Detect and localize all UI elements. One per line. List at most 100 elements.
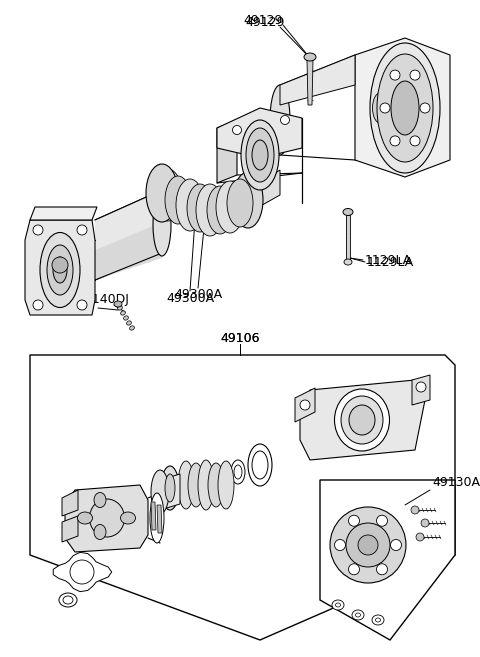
Circle shape xyxy=(411,506,419,514)
Text: 1140DJ: 1140DJ xyxy=(50,298,95,311)
Ellipse shape xyxy=(270,85,290,155)
Ellipse shape xyxy=(178,461,194,509)
Circle shape xyxy=(33,300,43,310)
Ellipse shape xyxy=(150,493,164,543)
Circle shape xyxy=(390,136,400,146)
Polygon shape xyxy=(65,485,148,552)
Ellipse shape xyxy=(120,512,135,524)
Ellipse shape xyxy=(187,184,213,232)
Circle shape xyxy=(410,70,420,80)
Polygon shape xyxy=(95,190,162,250)
Ellipse shape xyxy=(118,306,122,310)
Ellipse shape xyxy=(343,208,353,215)
Circle shape xyxy=(70,560,94,584)
Ellipse shape xyxy=(332,600,344,610)
Circle shape xyxy=(421,519,429,527)
Ellipse shape xyxy=(248,444,272,486)
Text: 49300A: 49300A xyxy=(174,288,222,302)
Circle shape xyxy=(52,257,68,273)
Ellipse shape xyxy=(336,603,340,607)
Polygon shape xyxy=(412,375,430,405)
Ellipse shape xyxy=(165,474,175,502)
Ellipse shape xyxy=(349,405,375,435)
Ellipse shape xyxy=(47,245,73,295)
Circle shape xyxy=(410,136,420,146)
Polygon shape xyxy=(280,55,355,105)
Text: 49300A: 49300A xyxy=(166,292,214,304)
Polygon shape xyxy=(320,480,455,640)
Polygon shape xyxy=(30,207,97,220)
Ellipse shape xyxy=(153,194,171,256)
Circle shape xyxy=(77,300,87,310)
Ellipse shape xyxy=(356,613,360,617)
Text: 49106: 49106 xyxy=(220,332,260,344)
Ellipse shape xyxy=(231,460,245,484)
Ellipse shape xyxy=(154,169,182,221)
Ellipse shape xyxy=(146,164,178,222)
Circle shape xyxy=(335,539,346,551)
Ellipse shape xyxy=(252,451,268,479)
Circle shape xyxy=(420,103,430,113)
Polygon shape xyxy=(25,220,95,315)
Ellipse shape xyxy=(252,140,268,170)
Text: 49129: 49129 xyxy=(245,16,285,28)
Ellipse shape xyxy=(198,460,214,510)
Ellipse shape xyxy=(77,512,93,524)
Polygon shape xyxy=(157,505,162,533)
Circle shape xyxy=(33,225,43,235)
Ellipse shape xyxy=(130,326,134,330)
Ellipse shape xyxy=(40,233,80,307)
Ellipse shape xyxy=(304,53,316,61)
Polygon shape xyxy=(62,490,78,516)
Polygon shape xyxy=(346,215,350,260)
Ellipse shape xyxy=(94,493,106,507)
Circle shape xyxy=(358,535,378,555)
Ellipse shape xyxy=(227,179,253,227)
Ellipse shape xyxy=(372,93,387,123)
Circle shape xyxy=(280,116,289,124)
Polygon shape xyxy=(160,474,180,510)
Ellipse shape xyxy=(341,396,383,444)
Polygon shape xyxy=(355,38,450,177)
Ellipse shape xyxy=(370,43,440,173)
Ellipse shape xyxy=(377,54,433,162)
Ellipse shape xyxy=(53,257,67,283)
Ellipse shape xyxy=(208,463,224,507)
Ellipse shape xyxy=(218,461,234,509)
Circle shape xyxy=(232,125,241,135)
Ellipse shape xyxy=(352,610,364,620)
Text: 1129LA: 1129LA xyxy=(367,256,414,269)
Polygon shape xyxy=(53,553,112,592)
Ellipse shape xyxy=(120,311,125,315)
Circle shape xyxy=(77,225,87,235)
Text: 49130A: 49130A xyxy=(432,476,480,489)
Ellipse shape xyxy=(234,465,242,479)
Ellipse shape xyxy=(165,176,191,224)
Circle shape xyxy=(376,515,387,526)
Ellipse shape xyxy=(176,179,204,231)
Polygon shape xyxy=(307,60,313,105)
Circle shape xyxy=(390,70,400,80)
Ellipse shape xyxy=(335,389,389,451)
Ellipse shape xyxy=(161,466,179,510)
Ellipse shape xyxy=(127,321,132,325)
Ellipse shape xyxy=(124,316,128,320)
Ellipse shape xyxy=(196,184,224,236)
Circle shape xyxy=(376,564,387,575)
Polygon shape xyxy=(30,355,455,640)
Ellipse shape xyxy=(375,618,381,622)
Polygon shape xyxy=(62,516,78,542)
Ellipse shape xyxy=(94,524,106,539)
Circle shape xyxy=(348,564,360,575)
Ellipse shape xyxy=(114,301,122,307)
Ellipse shape xyxy=(59,593,77,607)
Ellipse shape xyxy=(63,596,73,604)
Ellipse shape xyxy=(207,186,233,234)
Ellipse shape xyxy=(188,463,204,507)
Circle shape xyxy=(391,539,401,551)
Polygon shape xyxy=(295,388,315,422)
Ellipse shape xyxy=(216,181,244,233)
Text: 49129: 49129 xyxy=(243,14,283,26)
Circle shape xyxy=(300,400,310,410)
Circle shape xyxy=(330,507,406,583)
